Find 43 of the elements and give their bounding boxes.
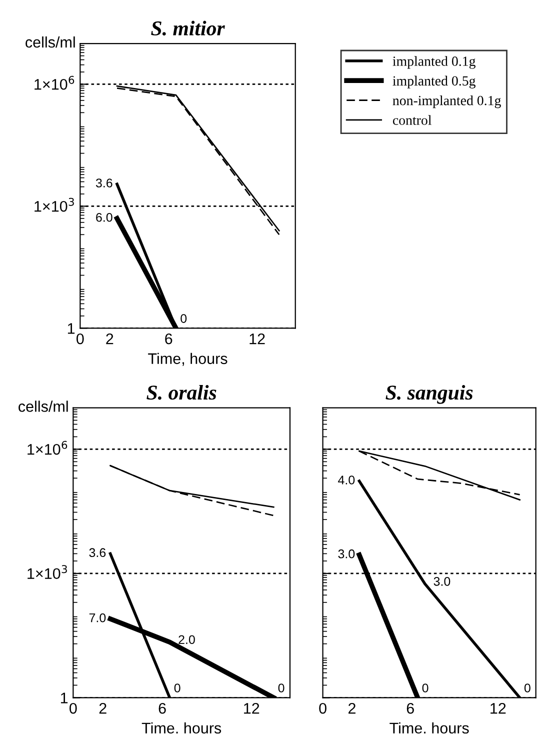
x-axis-title: Time. hours — [390, 722, 469, 734]
legend-label: implanted 0.5g — [392, 76, 476, 88]
y-tick-label: 1×10$^{3}$ — [28, 565, 67, 580]
annotation: 2.0 — [178, 635, 195, 644]
x-tick-label: 12 — [250, 333, 265, 344]
x-tick-label: 2 — [106, 333, 114, 344]
annotation: 0 — [524, 684, 530, 692]
x-tick-label: 12 — [244, 702, 260, 714]
y-tick-label: 1×10$^{6}$ — [34, 76, 74, 90]
x-tick-label: 0 — [70, 702, 77, 714]
y-axis-title: cells/ml — [26, 36, 75, 48]
x-tick-label: 2 — [99, 702, 106, 714]
x-tick-label: 0 — [76, 333, 84, 344]
y-tick-label: 1×10$^{3}$ — [34, 198, 74, 212]
x-tick-label: 6 — [406, 702, 414, 714]
annotation: 3.0 — [338, 549, 355, 558]
y-tick-label: 1 — [60, 692, 68, 704]
annotation: 0 — [174, 684, 180, 692]
annotation: 4.0 — [338, 476, 355, 484]
legend-label: non-implanted 0.1g — [392, 95, 501, 108]
annotation: 0 — [180, 314, 187, 323]
chart-title: S. mitior — [151, 20, 225, 36]
annotation: 3.0 — [434, 576, 450, 586]
chart-title: S. oralis — [146, 385, 216, 400]
annotation: 7.0 — [89, 613, 106, 622]
annotation: 3.6 — [96, 178, 112, 188]
annotation: 0 — [422, 684, 428, 692]
x-tick-label: 12 — [490, 702, 506, 714]
legend-label: implanted 0.1g — [392, 56, 476, 69]
x-axis-title: Time. hours — [142, 722, 222, 734]
y-tick-label: 1×10$^{6}$ — [28, 440, 68, 455]
x-tick-label: 0 — [319, 702, 326, 714]
annotation: 6.0 — [96, 212, 112, 222]
y-tick-label: 1 — [68, 323, 75, 334]
y-axis-title: cells/ml — [18, 400, 68, 412]
annotation: 3.6 — [89, 548, 106, 558]
x-tick-label: 2 — [348, 702, 356, 714]
x-tick-label: 6 — [158, 702, 166, 714]
annotation: 0 — [278, 684, 284, 692]
x-tick-label: 6 — [165, 333, 172, 344]
legend-label: control — [392, 115, 432, 125]
x-axis-title: Time, hours — [148, 352, 228, 366]
chart-title: S. sanguis — [386, 385, 473, 404]
